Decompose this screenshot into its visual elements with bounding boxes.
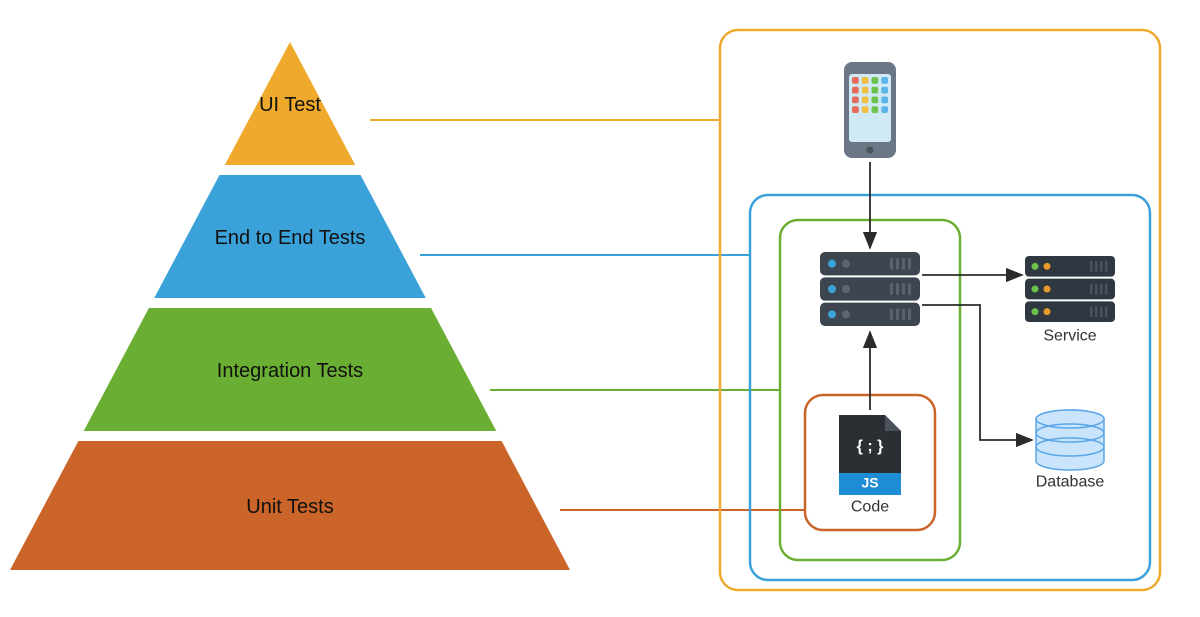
- server-icon: [820, 252, 920, 326]
- scope-box-e2e: [750, 195, 1150, 580]
- flow-arrows: [870, 162, 1032, 440]
- pyramid-layer-e2e: End to End Tests: [154, 175, 426, 298]
- pyramid-label-integration: Integration Tests: [217, 360, 363, 382]
- code-braces-glyph: { ; }: [857, 438, 884, 455]
- pyramid-label-ui: UI Test: [259, 94, 321, 116]
- code-label: Code: [851, 498, 889, 515]
- phone-icon: [844, 62, 896, 158]
- pyramid-label-e2e: End to End Tests: [215, 227, 366, 249]
- pyramid-layer-unit: Unit Tests: [10, 441, 570, 570]
- database-icon: Database: [1036, 410, 1105, 490]
- code-icon: { ; } JS Code: [839, 415, 901, 515]
- database-label: Database: [1036, 473, 1105, 490]
- pyramid-layer-ui: UI Test: [225, 42, 355, 165]
- arrow-server-to-db: [922, 305, 1032, 440]
- test-pyramid: UI Test End to End Tests Integration Tests…: [10, 42, 570, 570]
- service-icon: Service: [1025, 256, 1115, 344]
- code-js-badge: JS: [861, 475, 878, 491]
- service-label: Service: [1043, 327, 1096, 344]
- pyramid-layer-integration: Integration Tests: [84, 308, 497, 431]
- pyramid-label-unit: Unit Tests: [246, 496, 333, 518]
